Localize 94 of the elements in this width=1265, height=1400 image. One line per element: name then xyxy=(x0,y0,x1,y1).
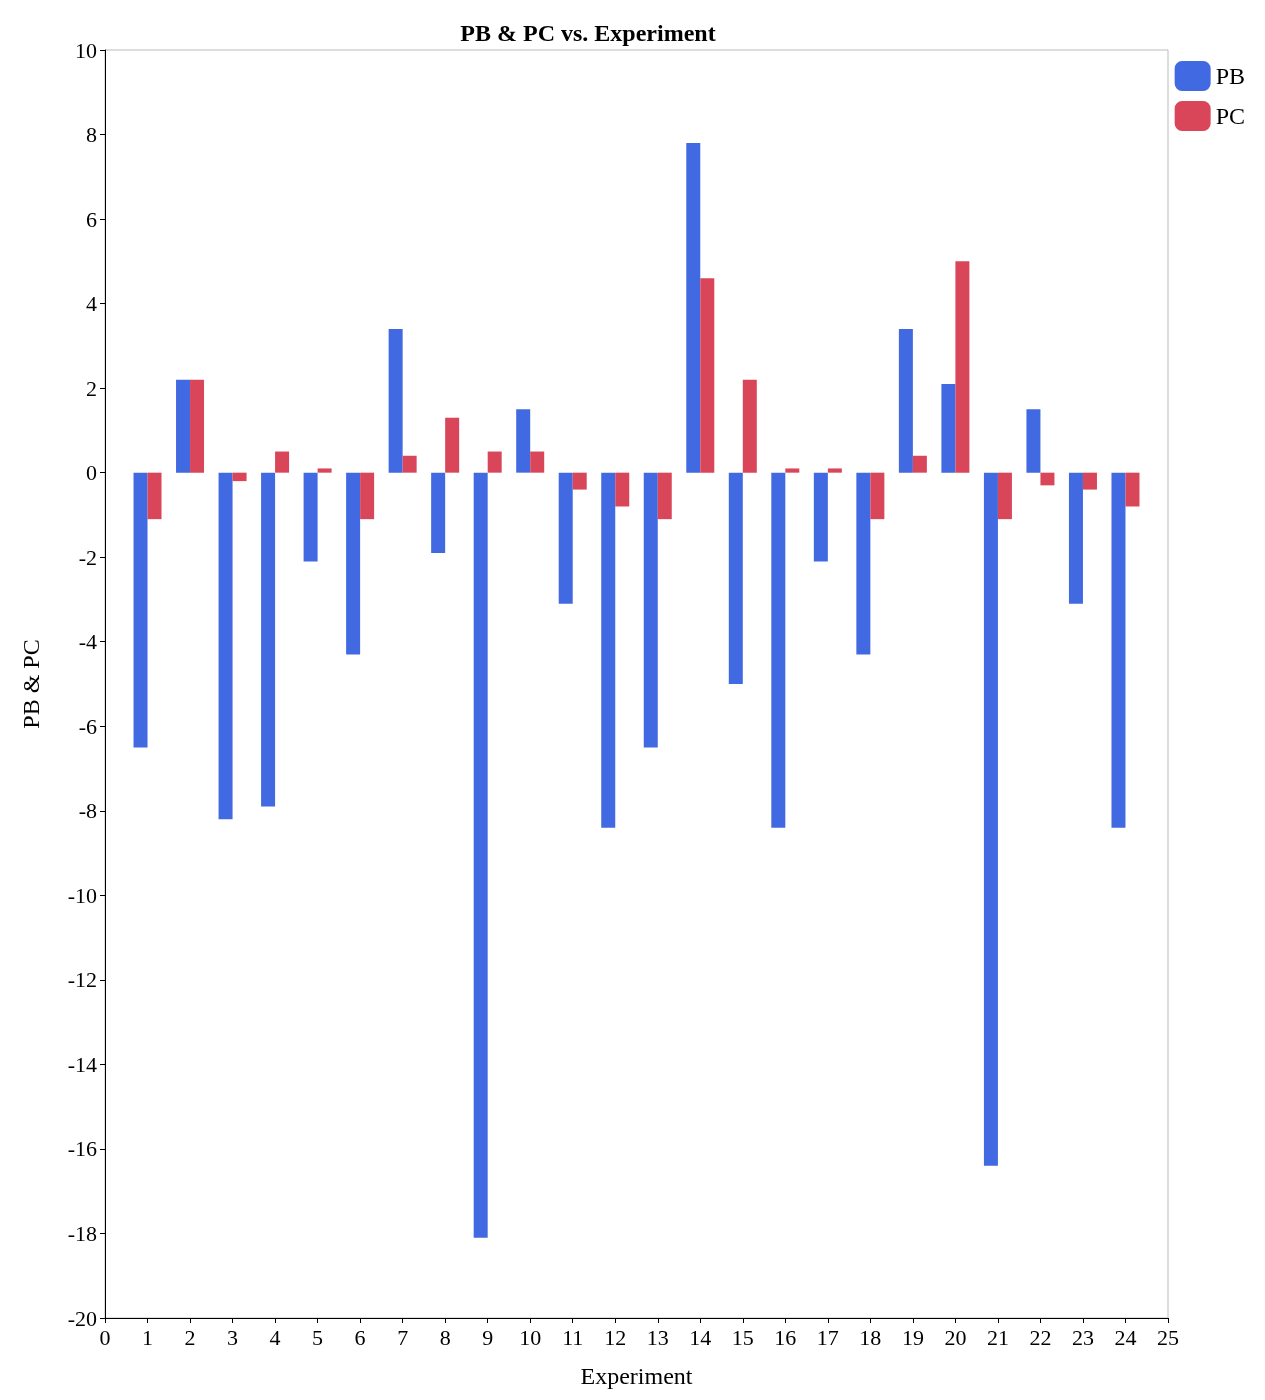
x-tick-label: 18 xyxy=(859,1324,882,1350)
x-tick-label: 15 xyxy=(731,1324,754,1350)
bar xyxy=(1082,472,1097,490)
bar xyxy=(516,409,531,473)
bar xyxy=(941,383,956,473)
bar xyxy=(487,451,502,473)
y-tick-label: 10 xyxy=(75,37,97,63)
bar xyxy=(558,472,573,604)
x-tick-label: 2 xyxy=(184,1324,196,1350)
y-tick-label: -6 xyxy=(78,713,97,739)
bar xyxy=(1068,472,1083,604)
bar xyxy=(615,472,630,507)
y-tick-label: -14 xyxy=(67,1051,97,1077)
x-tick-label: 12 xyxy=(604,1324,627,1350)
x-tick-label: 1 xyxy=(142,1324,154,1350)
bar xyxy=(360,472,375,520)
x-tick-label: 7 xyxy=(397,1324,409,1350)
bar xyxy=(1040,472,1055,486)
bar xyxy=(1111,472,1126,828)
bar xyxy=(657,472,672,520)
y-tick-label: -20 xyxy=(67,1305,97,1331)
bar xyxy=(303,472,318,562)
x-axis-title: Experiment xyxy=(580,1363,693,1389)
bar xyxy=(261,472,276,807)
x-tick-label: 5 xyxy=(312,1324,324,1350)
y-tick-label: 0 xyxy=(86,460,97,486)
x-tick-label: 10 xyxy=(519,1324,542,1350)
bar xyxy=(473,472,488,1238)
bar xyxy=(147,472,162,520)
x-tick-label: 9 xyxy=(482,1324,494,1350)
bar xyxy=(1026,409,1041,473)
y-tick-label: 4 xyxy=(86,291,97,317)
x-tick-label: 8 xyxy=(439,1324,451,1350)
chart-title: PB & PC vs. Experiment xyxy=(460,20,716,46)
y-tick-label: -18 xyxy=(67,1220,97,1246)
y-tick-label: -12 xyxy=(67,967,97,993)
bar xyxy=(983,472,998,1166)
x-tick-label: 23 xyxy=(1071,1324,1094,1350)
y-tick-label: -4 xyxy=(78,629,97,655)
bar xyxy=(997,472,1012,520)
bar xyxy=(870,472,885,520)
bar xyxy=(218,472,233,820)
x-tick-label: 25 xyxy=(1157,1324,1179,1350)
y-tick-label: 6 xyxy=(86,206,97,232)
y-tick-label: -16 xyxy=(67,1136,97,1162)
bar xyxy=(771,472,786,828)
bar xyxy=(530,451,545,473)
bar xyxy=(1125,472,1140,507)
x-tick-label: 4 xyxy=(269,1324,281,1350)
bar xyxy=(601,472,616,828)
bar xyxy=(176,379,191,473)
bar xyxy=(431,472,446,553)
y-tick-label: 8 xyxy=(86,122,97,148)
y-tick-label: -10 xyxy=(67,882,97,908)
bar xyxy=(813,472,828,562)
y-tick-label: -2 xyxy=(78,544,97,570)
y-tick-label: 2 xyxy=(86,375,97,401)
y-tick-label: -8 xyxy=(78,798,97,824)
bar xyxy=(190,379,205,473)
x-tick-label: 6 xyxy=(354,1324,366,1350)
x-tick-label: 14 xyxy=(689,1324,712,1350)
bar xyxy=(955,261,970,473)
legend-label: PB xyxy=(1215,63,1245,89)
bar xyxy=(317,468,332,473)
y-axis-title: PB & PC xyxy=(18,639,44,729)
bar xyxy=(402,455,417,473)
bar xyxy=(133,472,148,748)
bar xyxy=(728,472,743,684)
bar xyxy=(785,468,800,473)
bar xyxy=(686,142,701,473)
x-tick-label: 20 xyxy=(944,1324,967,1350)
bar xyxy=(856,472,871,655)
x-tick-label: 11 xyxy=(562,1324,584,1350)
bar xyxy=(572,472,587,490)
bar xyxy=(275,451,290,473)
bar xyxy=(912,455,927,473)
x-tick-label: 13 xyxy=(646,1324,669,1350)
bar xyxy=(445,417,460,473)
x-tick-label: 19 xyxy=(901,1324,924,1350)
bar xyxy=(643,472,658,748)
bar xyxy=(232,472,247,482)
bar xyxy=(346,472,361,655)
bar xyxy=(827,468,842,473)
x-tick-label: 17 xyxy=(816,1324,839,1350)
x-tick-label: 24 xyxy=(1114,1324,1137,1350)
x-tick-label: 22 xyxy=(1029,1324,1052,1350)
bar xyxy=(388,328,403,473)
x-tick-label: 21 xyxy=(986,1324,1009,1350)
bar xyxy=(898,328,913,473)
bar xyxy=(742,379,757,473)
x-tick-label: 16 xyxy=(774,1324,797,1350)
legend-label: PC xyxy=(1215,103,1245,129)
bar xyxy=(700,278,715,473)
x-tick-label: 3 xyxy=(227,1324,239,1350)
